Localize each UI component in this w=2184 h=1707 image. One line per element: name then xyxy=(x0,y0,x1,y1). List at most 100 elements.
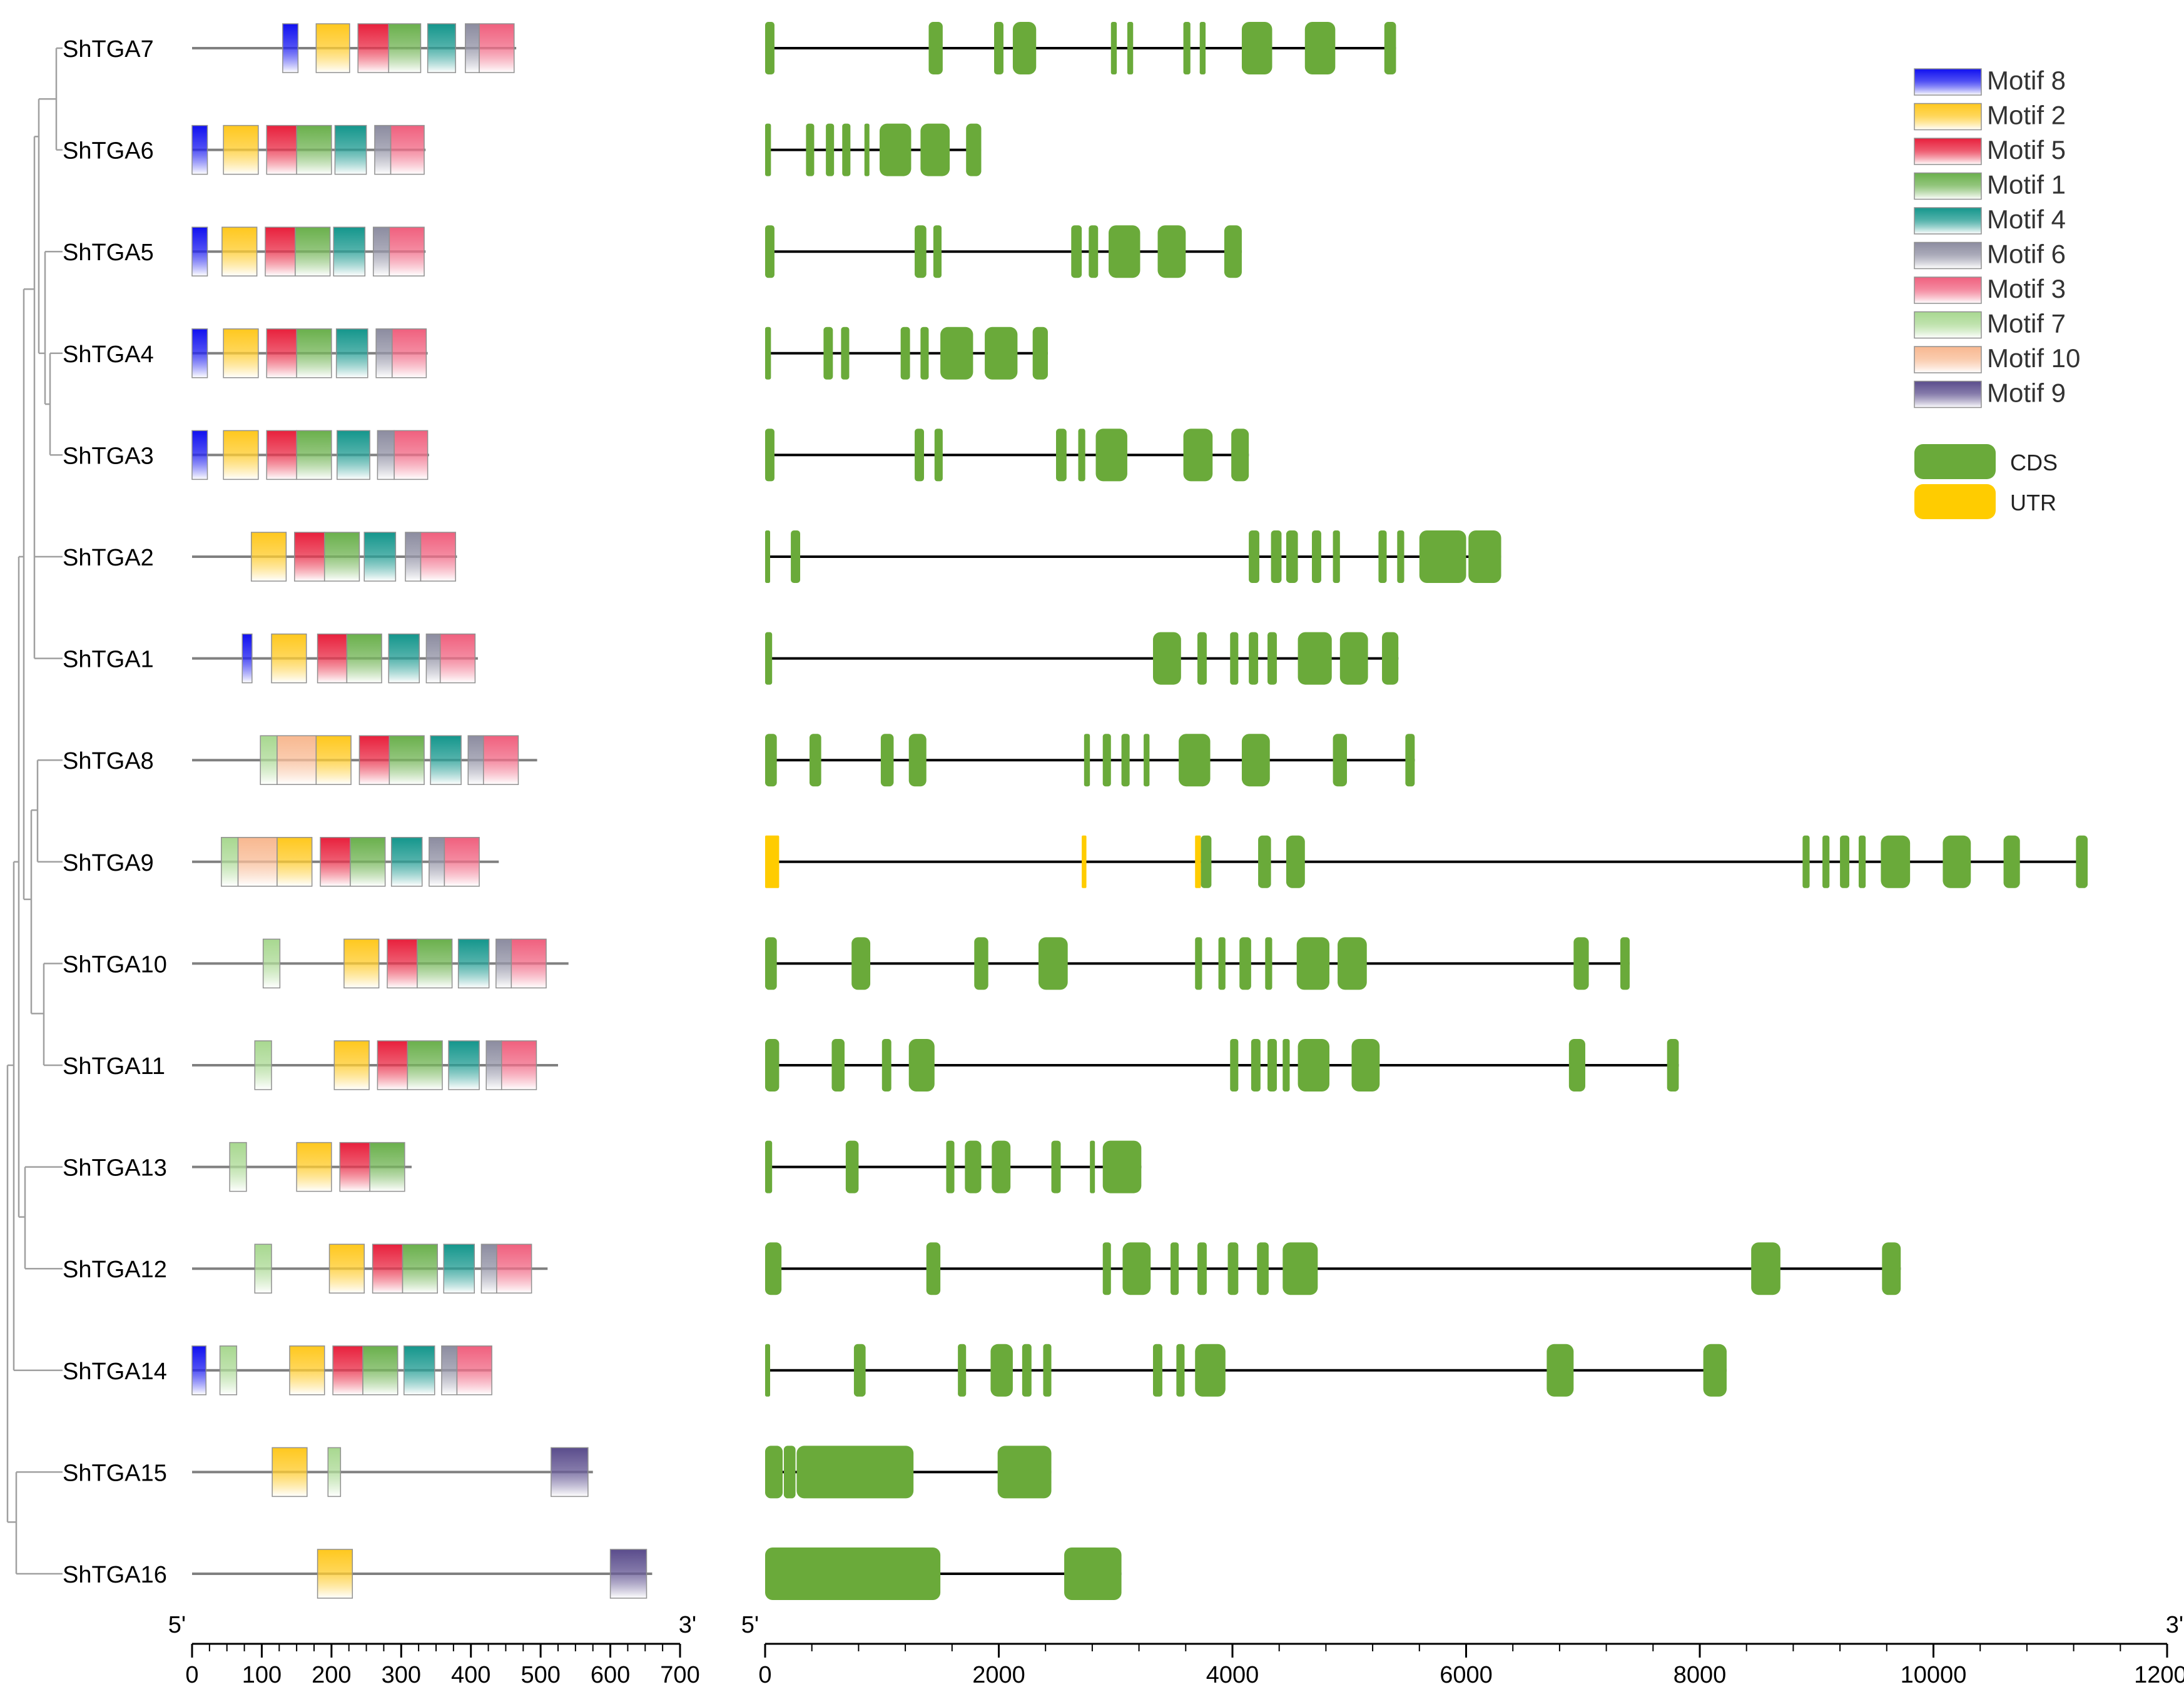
legend-swatch-motif-5 xyxy=(1914,138,1982,165)
tick-label: 200 xyxy=(312,1662,351,1688)
cds-box xyxy=(928,22,943,74)
cds-box xyxy=(920,123,950,176)
tick-label: 500 xyxy=(521,1662,560,1688)
cds-box xyxy=(1064,1547,1122,1600)
cds-box xyxy=(823,327,833,380)
motif-5-box xyxy=(294,532,325,582)
motif-6-box xyxy=(425,633,441,684)
motif-8-box xyxy=(191,1345,207,1395)
legend-swatch-motif-3 xyxy=(1914,276,1982,304)
cds-box xyxy=(1802,835,1810,888)
gene-label: ShTGA11 xyxy=(63,1053,165,1080)
cds-box xyxy=(1943,835,1971,888)
motif-4-box xyxy=(403,1345,435,1395)
motif-row xyxy=(192,1142,412,1192)
motif-3-box xyxy=(390,124,425,175)
motif-3-box xyxy=(392,328,427,378)
motif-row xyxy=(191,430,429,480)
gene-label: ShTGA15 xyxy=(63,1460,167,1486)
motif-1-box xyxy=(388,23,422,73)
motif-5-box xyxy=(339,1142,370,1192)
motif-row xyxy=(192,1447,593,1497)
cds-box xyxy=(1032,327,1048,380)
gene-row xyxy=(765,1039,1679,1092)
legend-swatch-utr xyxy=(1914,484,1996,519)
cds-box xyxy=(1822,835,1830,888)
motif-3-box xyxy=(394,430,429,480)
cds-box xyxy=(1249,530,1259,583)
gene-row xyxy=(765,1344,1727,1397)
cds-box xyxy=(1241,734,1270,787)
cds-box xyxy=(1267,632,1277,685)
cds-box xyxy=(915,428,924,482)
motif-2-box xyxy=(221,226,258,276)
legend-label: Motif 6 xyxy=(1987,240,2066,269)
cds-box xyxy=(933,225,942,278)
cds-box xyxy=(1218,937,1226,990)
cds-box xyxy=(765,1140,773,1193)
motif-6-box xyxy=(495,938,512,989)
cds-box xyxy=(920,327,929,380)
cds-box xyxy=(765,428,775,482)
cds-box xyxy=(908,1039,935,1092)
gene-label: ShTGA16 xyxy=(63,1562,167,1588)
cds-box xyxy=(966,123,982,176)
gene-label: ShTGA2 xyxy=(63,545,154,571)
motif-7-box xyxy=(229,1142,247,1192)
motif-6-box xyxy=(375,328,393,378)
motif-4-box xyxy=(335,328,368,378)
motif-2-box xyxy=(315,23,350,73)
legend-swatch-motif-10 xyxy=(1914,346,1982,373)
cds-box xyxy=(1405,734,1415,787)
motif-1-box xyxy=(296,328,332,378)
cds-box xyxy=(1397,530,1404,583)
cds-box xyxy=(783,1446,796,1499)
motif-4-box xyxy=(427,23,456,73)
cds-box xyxy=(1378,530,1387,583)
motif-6-box xyxy=(480,1244,497,1294)
legend-swatch-motif-4 xyxy=(1914,207,1982,235)
cds-box xyxy=(1231,428,1249,482)
cds-box xyxy=(1230,1039,1239,1092)
cds-box xyxy=(845,1140,859,1193)
cds-box xyxy=(1858,835,1866,888)
utr-box xyxy=(765,835,780,888)
motif-8-box xyxy=(191,430,208,480)
cds-box xyxy=(1267,1039,1277,1092)
cds-box xyxy=(1568,1039,1585,1092)
motif-7-box xyxy=(219,1345,238,1395)
cds-box xyxy=(1051,1140,1061,1193)
cds-box xyxy=(765,327,771,380)
cds-box xyxy=(1339,632,1368,685)
motif-2-box xyxy=(343,938,380,989)
motif-6-box xyxy=(377,430,395,480)
motif-2-box xyxy=(272,1447,308,1497)
cds-box xyxy=(1071,225,1082,278)
motif-6-box xyxy=(485,1040,502,1090)
motif-5-box xyxy=(377,1040,409,1090)
tick-label: 600 xyxy=(591,1662,630,1688)
gene-structure-panel xyxy=(765,22,2088,1600)
legend-label: Motif 5 xyxy=(1987,135,2066,165)
motif-5-box xyxy=(372,1244,404,1294)
cds-box xyxy=(1296,937,1330,990)
motif-5-box xyxy=(317,633,348,684)
motif-1-box xyxy=(350,837,386,887)
cds-box xyxy=(1090,1140,1095,1193)
gene-label: ShTGA4 xyxy=(63,342,154,368)
cds-box xyxy=(765,1446,783,1499)
cds-box xyxy=(1038,937,1068,990)
cds-box xyxy=(880,123,912,176)
cds-box xyxy=(926,1242,941,1295)
legend-swatch-cds xyxy=(1914,444,1996,479)
motif-3-box xyxy=(479,23,515,73)
legend-label: Motif 9 xyxy=(1987,378,2066,408)
cds-box xyxy=(826,123,835,176)
motif-8-box xyxy=(282,23,299,73)
motif-1-box xyxy=(407,1040,443,1090)
cds-box xyxy=(1384,22,1396,74)
motif-8-box xyxy=(191,226,208,276)
cds-box xyxy=(809,734,821,787)
cds-box xyxy=(1382,632,1399,685)
